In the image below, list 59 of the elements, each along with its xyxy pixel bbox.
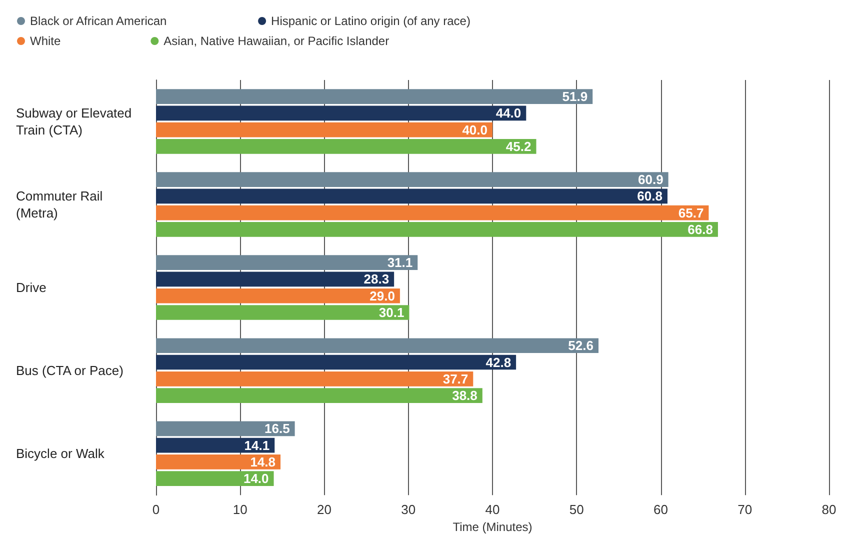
legend-label: Hispanic or Latino origin (of any race)	[271, 14, 470, 28]
data-label: 14.8	[250, 454, 276, 470]
bar	[156, 305, 410, 320]
x-tick-label: 0	[152, 502, 160, 518]
legend-label: Black or African American	[30, 14, 167, 28]
data-label: 14.1	[244, 438, 270, 453]
data-label: 38.8	[452, 388, 478, 404]
data-label: 14.0	[243, 471, 269, 486]
bar	[156, 421, 295, 436]
bar	[156, 122, 492, 138]
bar	[156, 371, 474, 386]
data-label: 42.8	[486, 354, 512, 370]
bar	[156, 288, 400, 304]
data-label: 37.7	[442, 371, 468, 386]
bar	[156, 106, 526, 121]
data-label: 65.7	[678, 205, 704, 220]
data-label: 66.8	[688, 222, 713, 237]
y-tick-label: Bus (CTA or Pace)	[16, 363, 124, 378]
y-tick-label: Bicycle or Walk	[16, 446, 105, 462]
data-label: 40.0	[462, 122, 488, 138]
data-label: 60.9	[638, 172, 664, 188]
bar	[156, 255, 418, 270]
bar	[156, 338, 598, 354]
data-label: 29.0	[370, 288, 395, 304]
x-tick-label: 50	[569, 502, 584, 518]
bar	[156, 89, 593, 104]
data-label: 31.1	[387, 255, 413, 270]
x-tick-label: 10	[232, 502, 248, 518]
y-tick-label: Subway or Elevated Train (CTA)	[16, 106, 136, 138]
bar	[156, 471, 274, 486]
data-label: 30.1	[378, 305, 404, 320]
bar	[156, 139, 536, 154]
x-tick-label: 30	[401, 502, 416, 518]
data-label: 51.9	[562, 89, 588, 104]
x-tick-label: 70	[738, 502, 752, 518]
x-tick-label: 80	[822, 502, 836, 518]
data-label: 45.2	[506, 138, 532, 154]
data-label: 28.3	[364, 272, 390, 287]
bar	[156, 354, 516, 370]
bar	[156, 438, 275, 453]
bar	[156, 388, 482, 403]
bar	[156, 172, 668, 188]
y-tick-label: Commuter Rail (Metra)	[16, 188, 106, 221]
data-label: 44.0	[496, 106, 522, 121]
x-tick-label: 60	[654, 502, 668, 518]
x-axis-title: Time (Minutes)	[452, 520, 532, 534]
data-label: 60.8	[637, 188, 662, 204]
legend-label: Asian, Native Hawaiian, or Pacific Islander	[164, 34, 390, 48]
x-tick-label: 40	[485, 502, 500, 518]
data-label: 52.6	[568, 338, 594, 354]
legend-label: White	[30, 34, 61, 48]
y-tick-label: Drive	[16, 280, 46, 296]
bar	[156, 272, 394, 287]
bar	[156, 222, 718, 237]
bar	[156, 188, 668, 204]
bar	[156, 205, 709, 220]
data-label: 16.5	[264, 421, 290, 436]
x-tick-label: 20	[317, 502, 332, 518]
bar	[156, 454, 281, 470]
